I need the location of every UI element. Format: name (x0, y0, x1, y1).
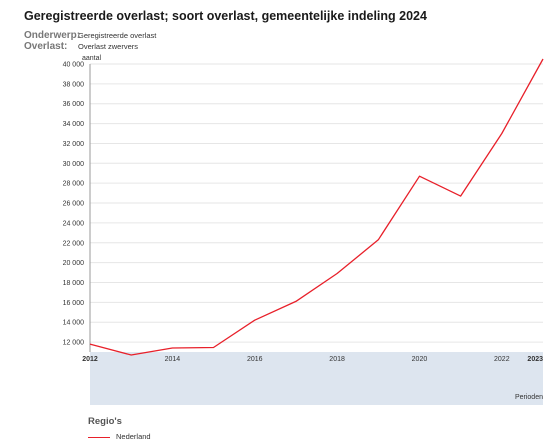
subject-label: Onderwerp: (24, 30, 81, 41)
type-row: Overlast: Overlast zwervers (24, 41, 138, 52)
series-line-nederland[interactable] (89, 58, 544, 356)
y-tick-label: 24 000 (63, 220, 85, 227)
y-tick-label: 34 000 (63, 121, 85, 128)
y-tick-label: 16 000 (63, 300, 85, 307)
y-tick-label: 36 000 (63, 101, 85, 108)
y-tick-label: 40 000 (63, 62, 85, 69)
y-tick-label: 30 000 (63, 161, 85, 168)
x-tick-label: 2016 (247, 356, 263, 363)
y-tick-label: 32 000 (63, 141, 85, 148)
legend-item-nederland[interactable]: Nederland (88, 432, 151, 441)
grid-lines (90, 63, 543, 343)
type-label: Overlast: (24, 41, 68, 52)
y-axis-label: aantal (82, 55, 102, 62)
subject-row: Onderwerp:Geregistreerde overlast (24, 30, 156, 41)
y-tick-label: 12 000 (63, 340, 85, 347)
y-tick-label: 18 000 (63, 280, 85, 287)
x-tick-label: 2023 (527, 356, 543, 363)
y-axis-ticks: 12 000 14 000 16 000 18 000 20 000 22 000 24 0… (63, 62, 85, 347)
x-tick-label: 2012 (82, 356, 98, 363)
x-tick-label: 2014 (165, 356, 181, 363)
y-tick-label: 22 000 (63, 240, 85, 247)
y-tick-label: 14 000 (63, 320, 85, 327)
line-chart: 12 000 14 000 16 000 18 000 20 000 22 000 24 0… (63, 55, 544, 405)
x-tick-label: 2020 (412, 356, 428, 363)
x-tick-label: 2018 (329, 356, 345, 363)
x-axis-label: Perioden (515, 394, 543, 401)
legend-swatch (88, 436, 110, 438)
x-tick-label: 2022 (494, 356, 510, 363)
subject-value: Geregistreerde overlast (78, 31, 157, 40)
legend-label: Nederland (116, 432, 151, 441)
chart-title: Geregistreerde overlast; soort overlast,… (24, 9, 427, 23)
y-tick-label: 28 000 (63, 181, 85, 188)
y-tick-label: 20 000 (63, 260, 85, 267)
y-tick-label: 38 000 (63, 81, 85, 88)
legend-title: Regio's (88, 416, 122, 427)
time-navigator[interactable] (90, 352, 543, 405)
x-axis-ticks: 2012 2014 2016 2018 2020 2022 2023 (82, 356, 543, 363)
type-value: Overlast zwervers (78, 42, 139, 51)
y-tick-label: 26 000 (63, 201, 85, 208)
